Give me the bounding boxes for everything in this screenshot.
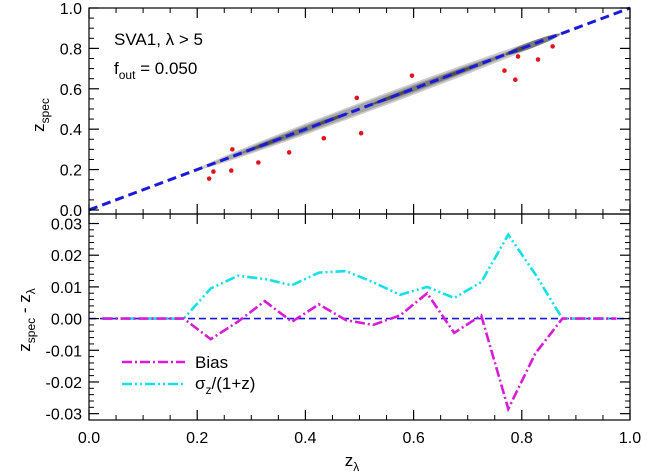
- bottom-x-tick-label: 0.4: [294, 430, 316, 447]
- outlier-point: [228, 168, 234, 173]
- bottom-y-axis: -0.03 -0.02 -0.01 0.00 0.01 0.02 0.03: [46, 217, 630, 424]
- top-y-tick-label: 1.0: [60, 1, 82, 18]
- legend-sigma-symbol: σ: [195, 374, 206, 393]
- top-y-tick-label: 0.4: [60, 122, 82, 139]
- outlier-point: [515, 54, 521, 59]
- bottom-y-tick-label: 0.03: [51, 217, 82, 234]
- bottom-y-axis-label: zspec - zλ: [15, 288, 38, 351]
- outlier-point: [206, 176, 212, 181]
- outlier-point: [321, 135, 327, 141]
- bottom-x-axis: 0.0 0.2 0.4 0.6 0.8 1.0: [78, 214, 641, 447]
- legend: Bias σz/(1+z): [122, 353, 255, 397]
- sigma-series-line: [102, 232, 617, 320]
- bias-series-line: [102, 291, 617, 413]
- bottom-ylabel-main: z: [15, 343, 34, 352]
- outlier-point: [358, 130, 364, 136]
- bottom-x-tick-label: 0.8: [511, 430, 533, 447]
- bottom-x-tick-label: 0.6: [402, 430, 424, 447]
- outlier-point: [230, 147, 235, 152]
- outlier-point: [354, 95, 360, 101]
- legend-sigma-sub: z: [206, 383, 212, 397]
- xlabel-main: z: [345, 451, 354, 470]
- outlier-points: [206, 44, 555, 181]
- xlabel-sub: λ: [353, 460, 359, 474]
- fout-value: = 0.050: [135, 59, 197, 78]
- outlier-point: [286, 150, 292, 155]
- bottom-ylabel-sub: spec: [24, 318, 38, 343]
- bottom-y-tick-label: 0.02: [51, 248, 82, 265]
- top-panel: 0.0 0.2 0.4 0.6 0.8 1.0 SVA1, λ > 5 fout = 0.…: [29, 1, 631, 220]
- one-to-one-line: [88, 6, 631, 212]
- legend-sigma-label: σz/(1+z): [195, 374, 255, 397]
- top-ylabel-sub: spec: [38, 98, 52, 123]
- top-y-axis-label: zspec: [29, 98, 52, 132]
- bottom-ylabel-sub2: λ: [24, 288, 38, 294]
- bottom-ylabel-mid: - z: [15, 294, 34, 318]
- legend-sigma-rest: /(1+z): [212, 374, 256, 393]
- bottom-y-tick-label: -0.02: [46, 375, 83, 392]
- bottom-panel: -0.03-0.02-0.010.000.010.020.03 0.0 0.2 0.…: [15, 213, 641, 474]
- top-x-ticks: [88, 8, 631, 214]
- top-annotation-line2: fout = 0.050: [114, 59, 197, 82]
- fout-subscript: out: [119, 68, 136, 82]
- bottom-y-tick-label: -0.01: [46, 343, 83, 360]
- x-axis-label: zλ: [345, 451, 360, 474]
- top-ylabel-main: z: [29, 123, 48, 132]
- top-y-tick-label: 0.8: [60, 41, 82, 58]
- bottom-x-tick-label: 0.2: [186, 430, 208, 447]
- fout-symbol: f: [114, 59, 119, 78]
- bottom-y-tick-label: 0.00: [51, 312, 82, 329]
- top-annotation-line1: SVA1, λ > 5: [114, 30, 203, 49]
- bottom-x-tick-label: 1.0: [619, 430, 641, 447]
- bottom-panel-frame: [88, 213, 631, 421]
- outlier-point: [211, 169, 216, 174]
- outlier-point: [550, 44, 555, 49]
- outlier-point: [502, 68, 507, 73]
- outlier-point: [535, 57, 541, 62]
- bottom-x-tick-label: 0.0: [78, 430, 100, 447]
- outlier-point: [409, 73, 415, 78]
- bottom-y-tick-label: -0.03: [46, 407, 83, 424]
- top-y-tick-label: 0.2: [60, 163, 82, 180]
- outlier-point: [256, 160, 261, 165]
- outlier-point: [513, 77, 518, 82]
- top-y-tick-label: 0.6: [60, 82, 82, 99]
- legend-bias-label: Bias: [195, 353, 228, 372]
- top-y-tick-label: 0.0: [60, 203, 82, 220]
- bottom-y-tick-label: 0.01: [51, 280, 82, 297]
